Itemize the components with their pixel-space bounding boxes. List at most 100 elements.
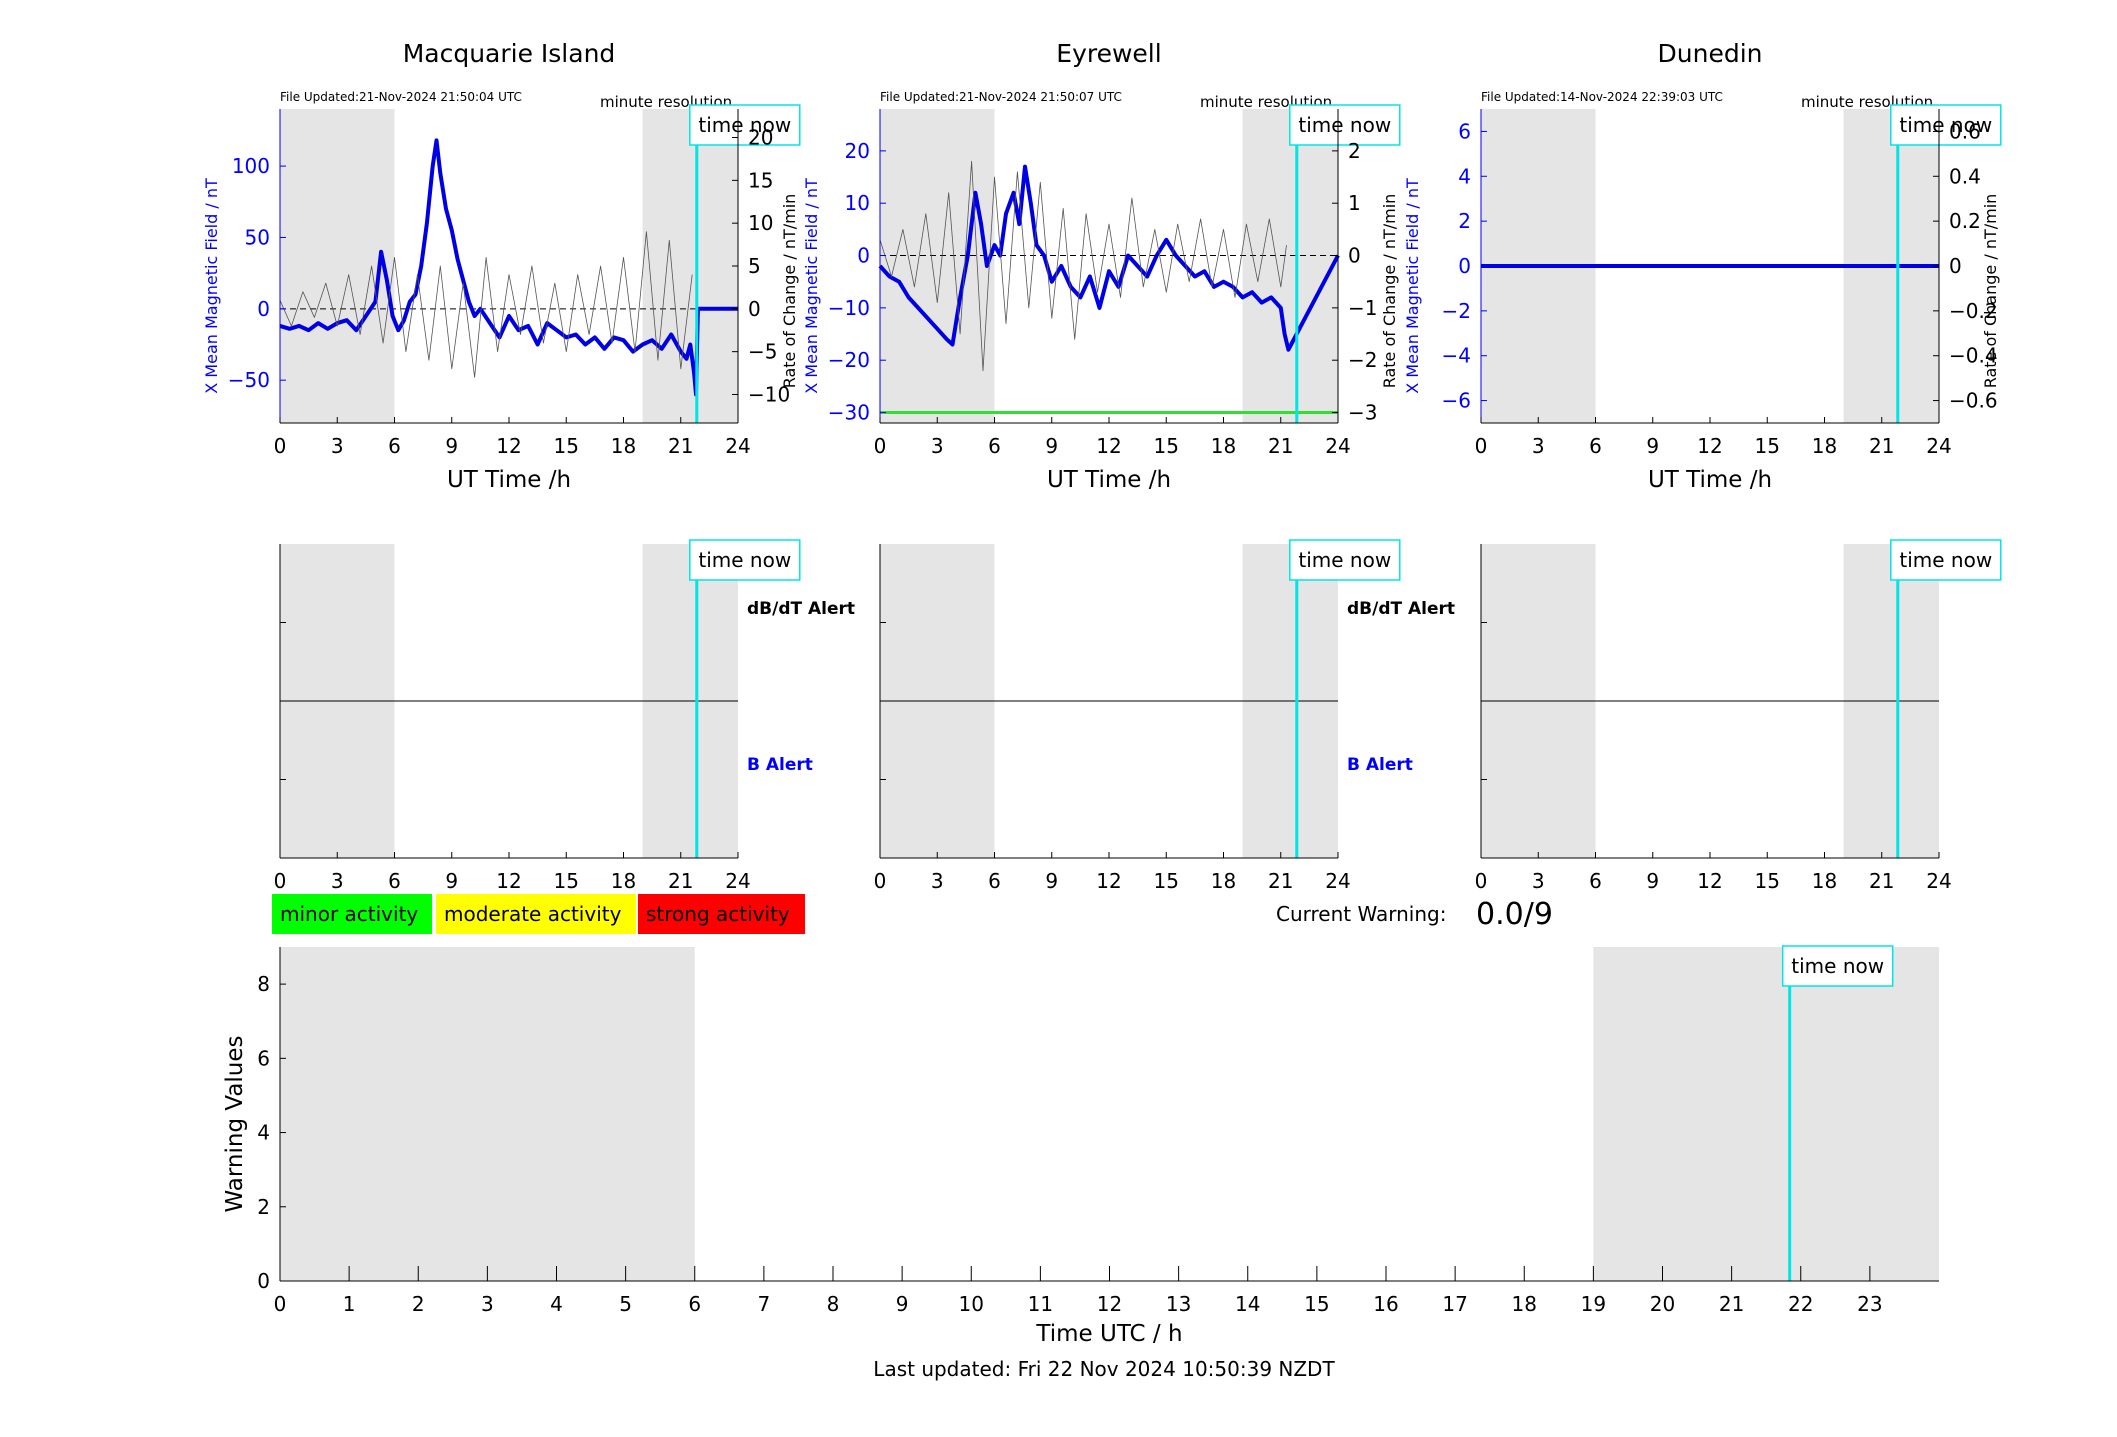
time-now-label: time now xyxy=(1899,548,1992,572)
station-chart-2: Eyrewell File Updated:21-Nov-2024 21:50:0… xyxy=(802,39,1401,493)
time-now-label: time now xyxy=(1298,548,1391,572)
y-tick-label: −10 xyxy=(828,296,870,320)
y-tick-label: 50 xyxy=(245,225,270,249)
x-tick-label: 2 xyxy=(412,1292,425,1316)
y2-tick-label: 0 xyxy=(748,297,761,321)
y2-tick-label: −0.6 xyxy=(1949,389,1998,413)
x-tick-label: 12 xyxy=(1697,434,1722,458)
y-tick-label: 0 xyxy=(857,244,870,268)
x-tick-label: 1 xyxy=(343,1292,356,1316)
x-tick-label: 15 xyxy=(1755,869,1780,893)
magnetic-field-series xyxy=(878,164,1340,352)
x-tick-label: 24 xyxy=(725,869,750,893)
x-tick-label: 24 xyxy=(1926,869,1951,893)
x-tick-label: 24 xyxy=(1325,434,1350,458)
x-tick-label: 21 xyxy=(1268,434,1293,458)
legend-item-label: moderate activity xyxy=(444,902,622,926)
y2-tick-label: 5 xyxy=(748,254,761,278)
time-now-badge xyxy=(1890,104,2002,146)
x-tick-label: 16 xyxy=(1373,1292,1398,1316)
x-tick-label: 21 xyxy=(1268,869,1293,893)
x-tick-label: 11 xyxy=(1028,1292,1053,1316)
x-tick-label: 17 xyxy=(1442,1292,1467,1316)
y-axis-label: X Mean Magnetic Field / nT xyxy=(1403,178,1422,394)
x-tick-label: 20 xyxy=(1650,1292,1675,1316)
x-tick-label: 3 xyxy=(1532,434,1545,458)
file-updated-label: File Updated:21-Nov-2024 21:50:07 UTC xyxy=(880,90,1122,104)
y-tick-label: 2 xyxy=(1458,209,1471,233)
station-chart-1: Macquarie Island File Updated:21-Nov-2024… xyxy=(202,39,801,493)
x-tick-label: 21 xyxy=(668,434,693,458)
y2-tick-label: 0 xyxy=(1949,254,1962,278)
time-now-badge xyxy=(689,539,801,581)
x-tick-label: 15 xyxy=(554,434,579,458)
time-now-label: time now xyxy=(698,548,791,572)
x-tick-label: 6 xyxy=(388,434,401,458)
time-now-badge xyxy=(689,104,801,146)
x-tick-label: 21 xyxy=(1869,434,1894,458)
x-tick-label: 18 xyxy=(1512,1292,1537,1316)
x-tick-label: 5 xyxy=(619,1292,632,1316)
time-now-label: time now xyxy=(698,113,791,137)
activity-legend: minor activity moderate activity strong ac… xyxy=(272,894,805,934)
x-tick-label: 10 xyxy=(959,1292,984,1316)
x-tick-label: 9 xyxy=(445,434,458,458)
x-tick-label: 15 xyxy=(1154,869,1179,893)
current-warning: Current Warning: 0.0/9 xyxy=(1276,897,1553,932)
last-updated-label: Last updated: Fri 22 Nov 2024 10:50:39 N… xyxy=(873,1357,1335,1381)
rate-of-change-series xyxy=(279,231,693,378)
y-axis-label: Warning Values xyxy=(222,1035,248,1212)
legend-swatch xyxy=(638,894,805,934)
file-updated-label: File Updated:14-Nov-2024 22:39:03 UTC xyxy=(1481,90,1723,104)
x-tick-label: 6 xyxy=(1589,869,1602,893)
y2-axis-label: Rate of Change / nT/min xyxy=(1981,194,2000,389)
alert-panel-2: time now 0 3 6 9 12 15 18 21 24 dB/dT Alert B Alert xyxy=(874,539,1455,893)
x-tick-label: 21 xyxy=(668,869,693,893)
x-tick-label: 9 xyxy=(445,869,458,893)
x-tick-label: 8 xyxy=(827,1292,840,1316)
y2-tick-label: 1 xyxy=(1348,191,1361,215)
y-tick-label: 0 xyxy=(1458,254,1471,278)
shaded-region xyxy=(280,109,395,423)
shaded-region xyxy=(1242,109,1338,423)
time-now-badge xyxy=(1781,945,1894,987)
y-tick-label: 4 xyxy=(1458,164,1471,188)
x-tick-label: 12 xyxy=(496,434,521,458)
x-tick-label: 0 xyxy=(274,1292,287,1316)
x-tick-label: 3 xyxy=(481,1292,494,1316)
y-tick-label: 6 xyxy=(257,1046,270,1070)
x-tick-label: 3 xyxy=(331,434,344,458)
y2-tick-label: −3 xyxy=(1348,401,1377,425)
y-tick-label: 10 xyxy=(845,191,870,215)
y2-tick-label: −0.2 xyxy=(1949,299,1998,323)
x-tick-label: 12 xyxy=(1697,869,1722,893)
y-axis-label: X Mean Magnetic Field / nT xyxy=(202,178,221,394)
x-tick-label: 4 xyxy=(550,1292,563,1316)
dbdt-alert-label: dB/dT Alert xyxy=(1347,599,1455,619)
y-tick-label: 20 xyxy=(845,139,870,163)
x-axis-label: UT Time /h xyxy=(1047,467,1171,493)
y-tick-label: 100 xyxy=(232,154,270,178)
b-alert-label: B Alert xyxy=(747,755,813,775)
x-axis-label: UT Time /h xyxy=(447,467,571,493)
x-tick-label: 3 xyxy=(931,869,944,893)
y2-tick-label: 0.4 xyxy=(1949,164,1981,188)
x-tick-label: 0 xyxy=(874,869,887,893)
y2-tick-label: −1 xyxy=(1348,296,1377,320)
y-tick-label: −30 xyxy=(828,401,870,425)
chart-title: Dunedin xyxy=(1658,39,1763,68)
shaded-region xyxy=(1593,947,1939,1281)
x-tick-label: 3 xyxy=(331,869,344,893)
shaded-region xyxy=(642,109,738,423)
x-tick-label: 6 xyxy=(688,1292,701,1316)
y-tick-label: 4 xyxy=(257,1121,270,1145)
x-tick-label: 12 xyxy=(1097,1292,1122,1316)
x-tick-label: 0 xyxy=(874,434,887,458)
x-tick-label: 9 xyxy=(1045,869,1058,893)
alert-panel-3: time now 0 3 6 9 12 15 18 21 24 xyxy=(1475,539,2002,893)
y-tick-label: −20 xyxy=(828,348,870,372)
x-tick-label: 21 xyxy=(1719,1292,1744,1316)
legend-item-label: strong activity xyxy=(646,902,790,926)
